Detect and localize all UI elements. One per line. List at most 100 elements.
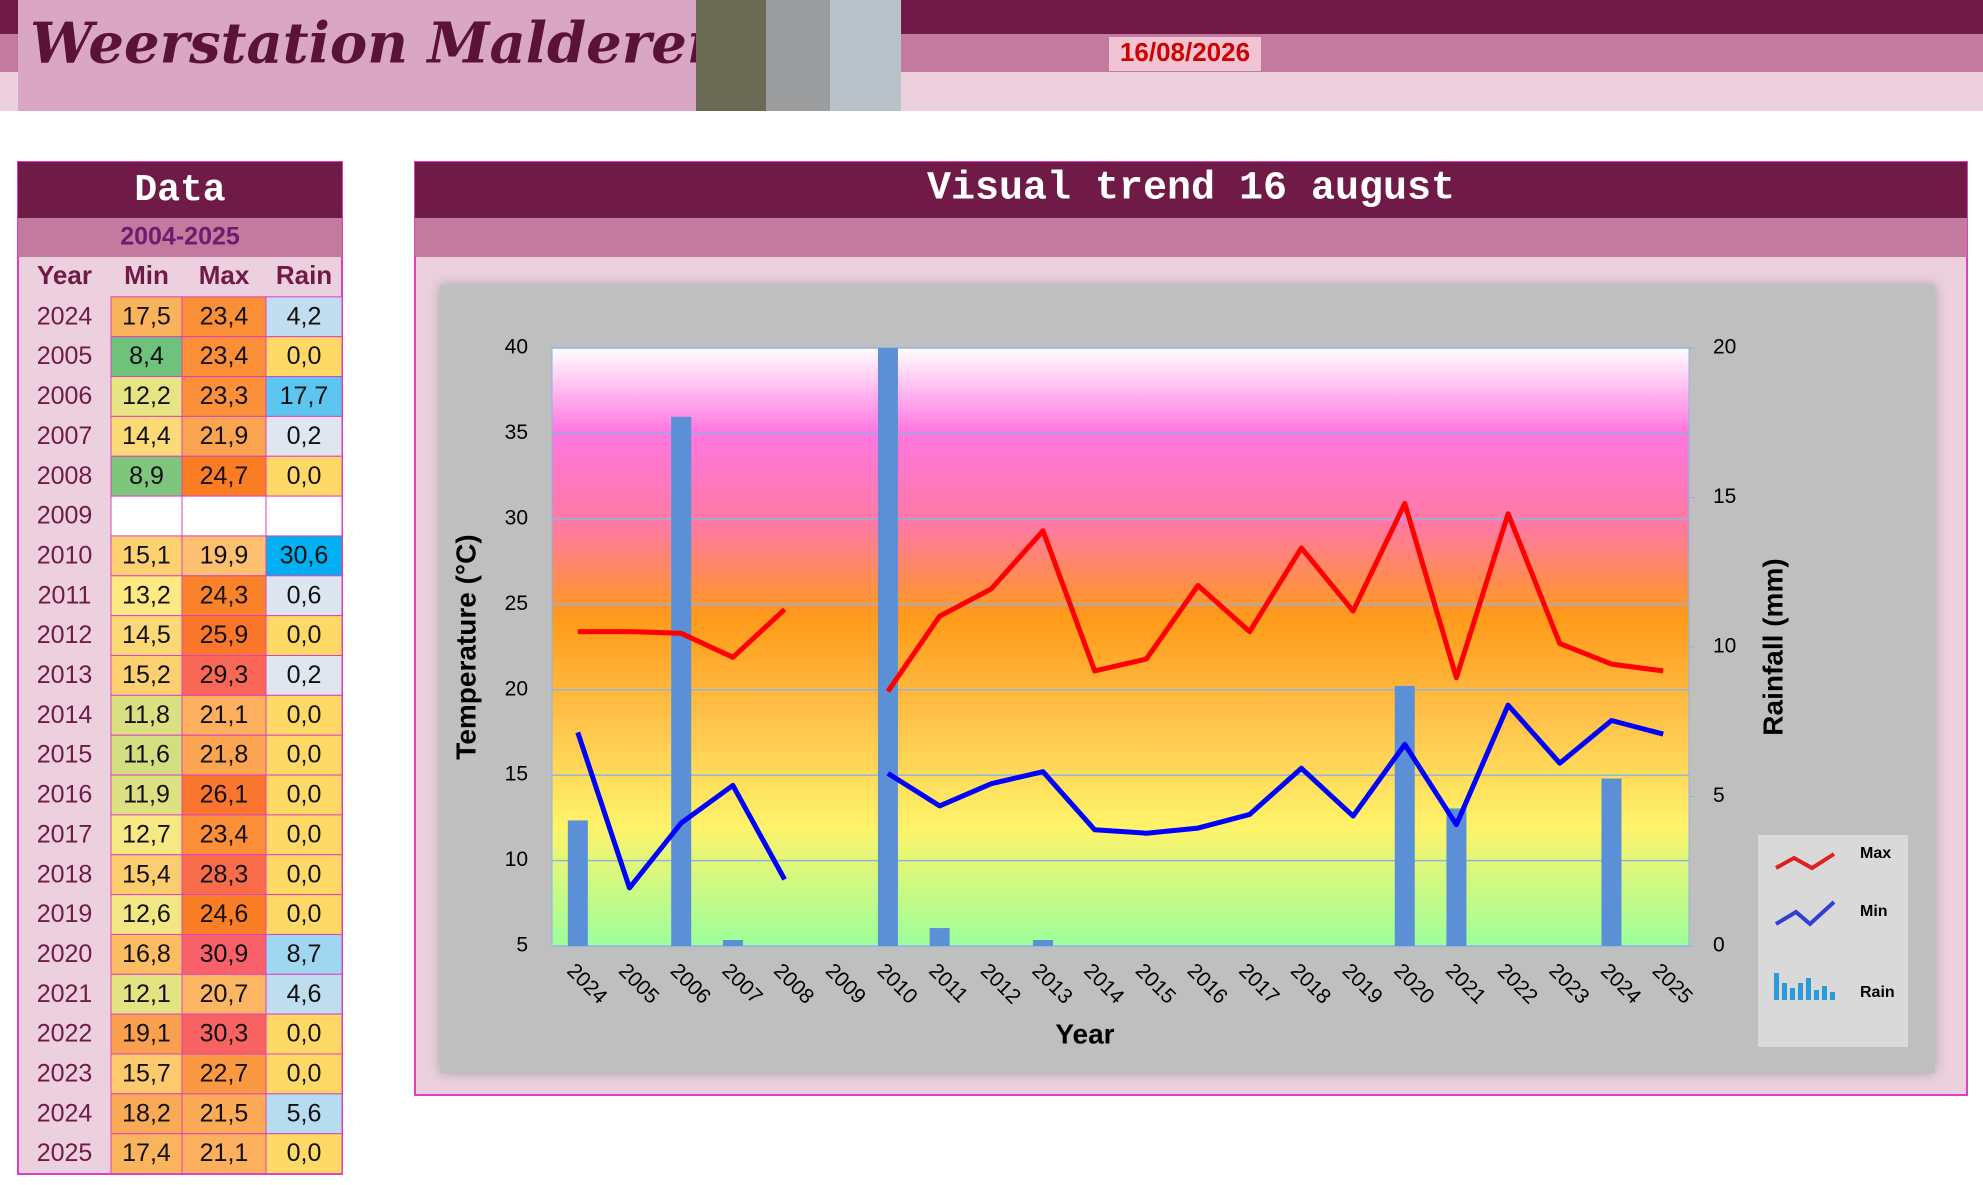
table-cell [181,1013,267,1055]
table-cell [181,455,267,497]
table-cell [110,296,183,338]
value-cell: 29,3 [200,661,249,689]
table-cell [181,774,267,816]
rain-bar [671,416,692,946]
year-cell: 2020 [37,940,93,968]
value-cell: 15,4 [122,860,171,888]
table-cell [265,415,343,457]
value-cell: 0,0 [287,820,322,848]
value-cell: 24,6 [200,900,249,928]
table-cell [110,814,183,856]
rain-bar [929,928,950,946]
year-cell: 2005 [37,342,93,370]
table-cell [265,336,343,378]
y2-tick-label: 10 [1713,635,1736,658]
legend [1758,835,1908,1047]
table-cell [110,495,183,537]
value-cell: 14,5 [122,621,171,649]
year-cell: 2007 [37,422,93,450]
value-cell: 14,4 [122,422,171,450]
year-cell: 2019 [37,900,93,928]
date-box [1109,37,1261,71]
value-cell: 17,7 [280,382,329,410]
value-cell: 0,0 [287,781,322,809]
table-cell [265,615,343,657]
year-cell: 2011 [38,581,92,609]
table-cell [181,1133,267,1175]
value-cell: 4,6 [287,980,322,1008]
y2-tick-label: 5 [1713,784,1725,807]
value-cell: 19,1 [122,1020,171,1048]
value-cell: 0,0 [287,1060,322,1088]
value-cell: 21,1 [200,701,249,729]
table-cell [265,296,343,338]
year-cell: 2024 [37,302,93,330]
table-cell [265,774,343,816]
table-cell [181,1093,267,1135]
legend-label: Max [1860,845,1891,862]
column-header: Min [124,260,169,290]
x-axis-title: Year [1055,1018,1114,1049]
legend-icon [1774,973,1835,1000]
column-header: Year [37,260,92,290]
table-cell [181,535,267,577]
rain-bar [877,348,898,946]
year-cell: 2014 [37,701,93,729]
rain-bar [1032,940,1053,946]
y-tick-label: 35 [505,421,528,444]
table-title-band [18,162,342,218]
value-cell: 25,9 [200,621,249,649]
value-cell: 19,9 [200,541,249,569]
rain-bar [1394,685,1415,946]
value-cell: 0,6 [287,581,322,609]
y-tick-label: 20 [505,677,528,700]
table-cell [265,814,343,856]
value-cell: 26,1 [200,781,249,809]
table-cell [181,973,267,1015]
value-cell: 0,0 [287,462,322,490]
value-cell: 20,7 [200,980,249,1008]
rain-bar [722,940,743,946]
year-cell: 2009 [37,502,93,530]
y-tick-label: 25 [505,592,528,615]
value-cell: 8,7 [287,940,322,968]
y-tick-label: 5 [516,934,528,957]
value-cell: 24,3 [200,581,249,609]
year-cell: 2023 [37,1060,93,1088]
value-cell: 0,0 [287,701,322,729]
year-cell: 2010 [37,541,93,569]
value-cell: 8,4 [129,342,164,370]
year-cell: 2021 [37,980,93,1008]
table-cell [110,933,183,975]
chart-title: Visual trend 16 august [927,167,1455,212]
value-cell: 0,0 [287,1139,322,1167]
legend-icon [1775,852,1836,871]
title-box [18,0,696,111]
year-cell: 2015 [37,741,93,769]
date: 16/08/2026 [1120,37,1250,67]
value-cell: 24,7 [200,462,249,490]
value-cell: 12,1 [122,980,171,1008]
value-cell: 15,1 [122,541,171,569]
value-cell: 0,0 [287,1020,322,1048]
table-cell [181,615,267,657]
value-cell: 15,7 [122,1060,171,1088]
table-title: Data [134,169,225,212]
value-cell: 30,3 [200,1020,249,1048]
table-cell [181,575,267,617]
table-cell [181,376,267,417]
value-cell: 21,5 [200,1099,249,1127]
plot-area [551,347,1690,947]
y2-tick-label: 0 [1713,934,1725,957]
year-cell: 2006 [37,382,93,410]
value-cell: 23,4 [200,342,249,370]
year-cell: 2013 [37,661,93,689]
value-cell: 22,7 [200,1060,249,1088]
period: 2004-2025 [120,223,240,251]
year-cell: 2024 [37,1099,93,1127]
year-cell: 2018 [37,860,93,888]
value-cell: 0,0 [287,621,322,649]
value-cell: 11,6 [123,741,170,769]
